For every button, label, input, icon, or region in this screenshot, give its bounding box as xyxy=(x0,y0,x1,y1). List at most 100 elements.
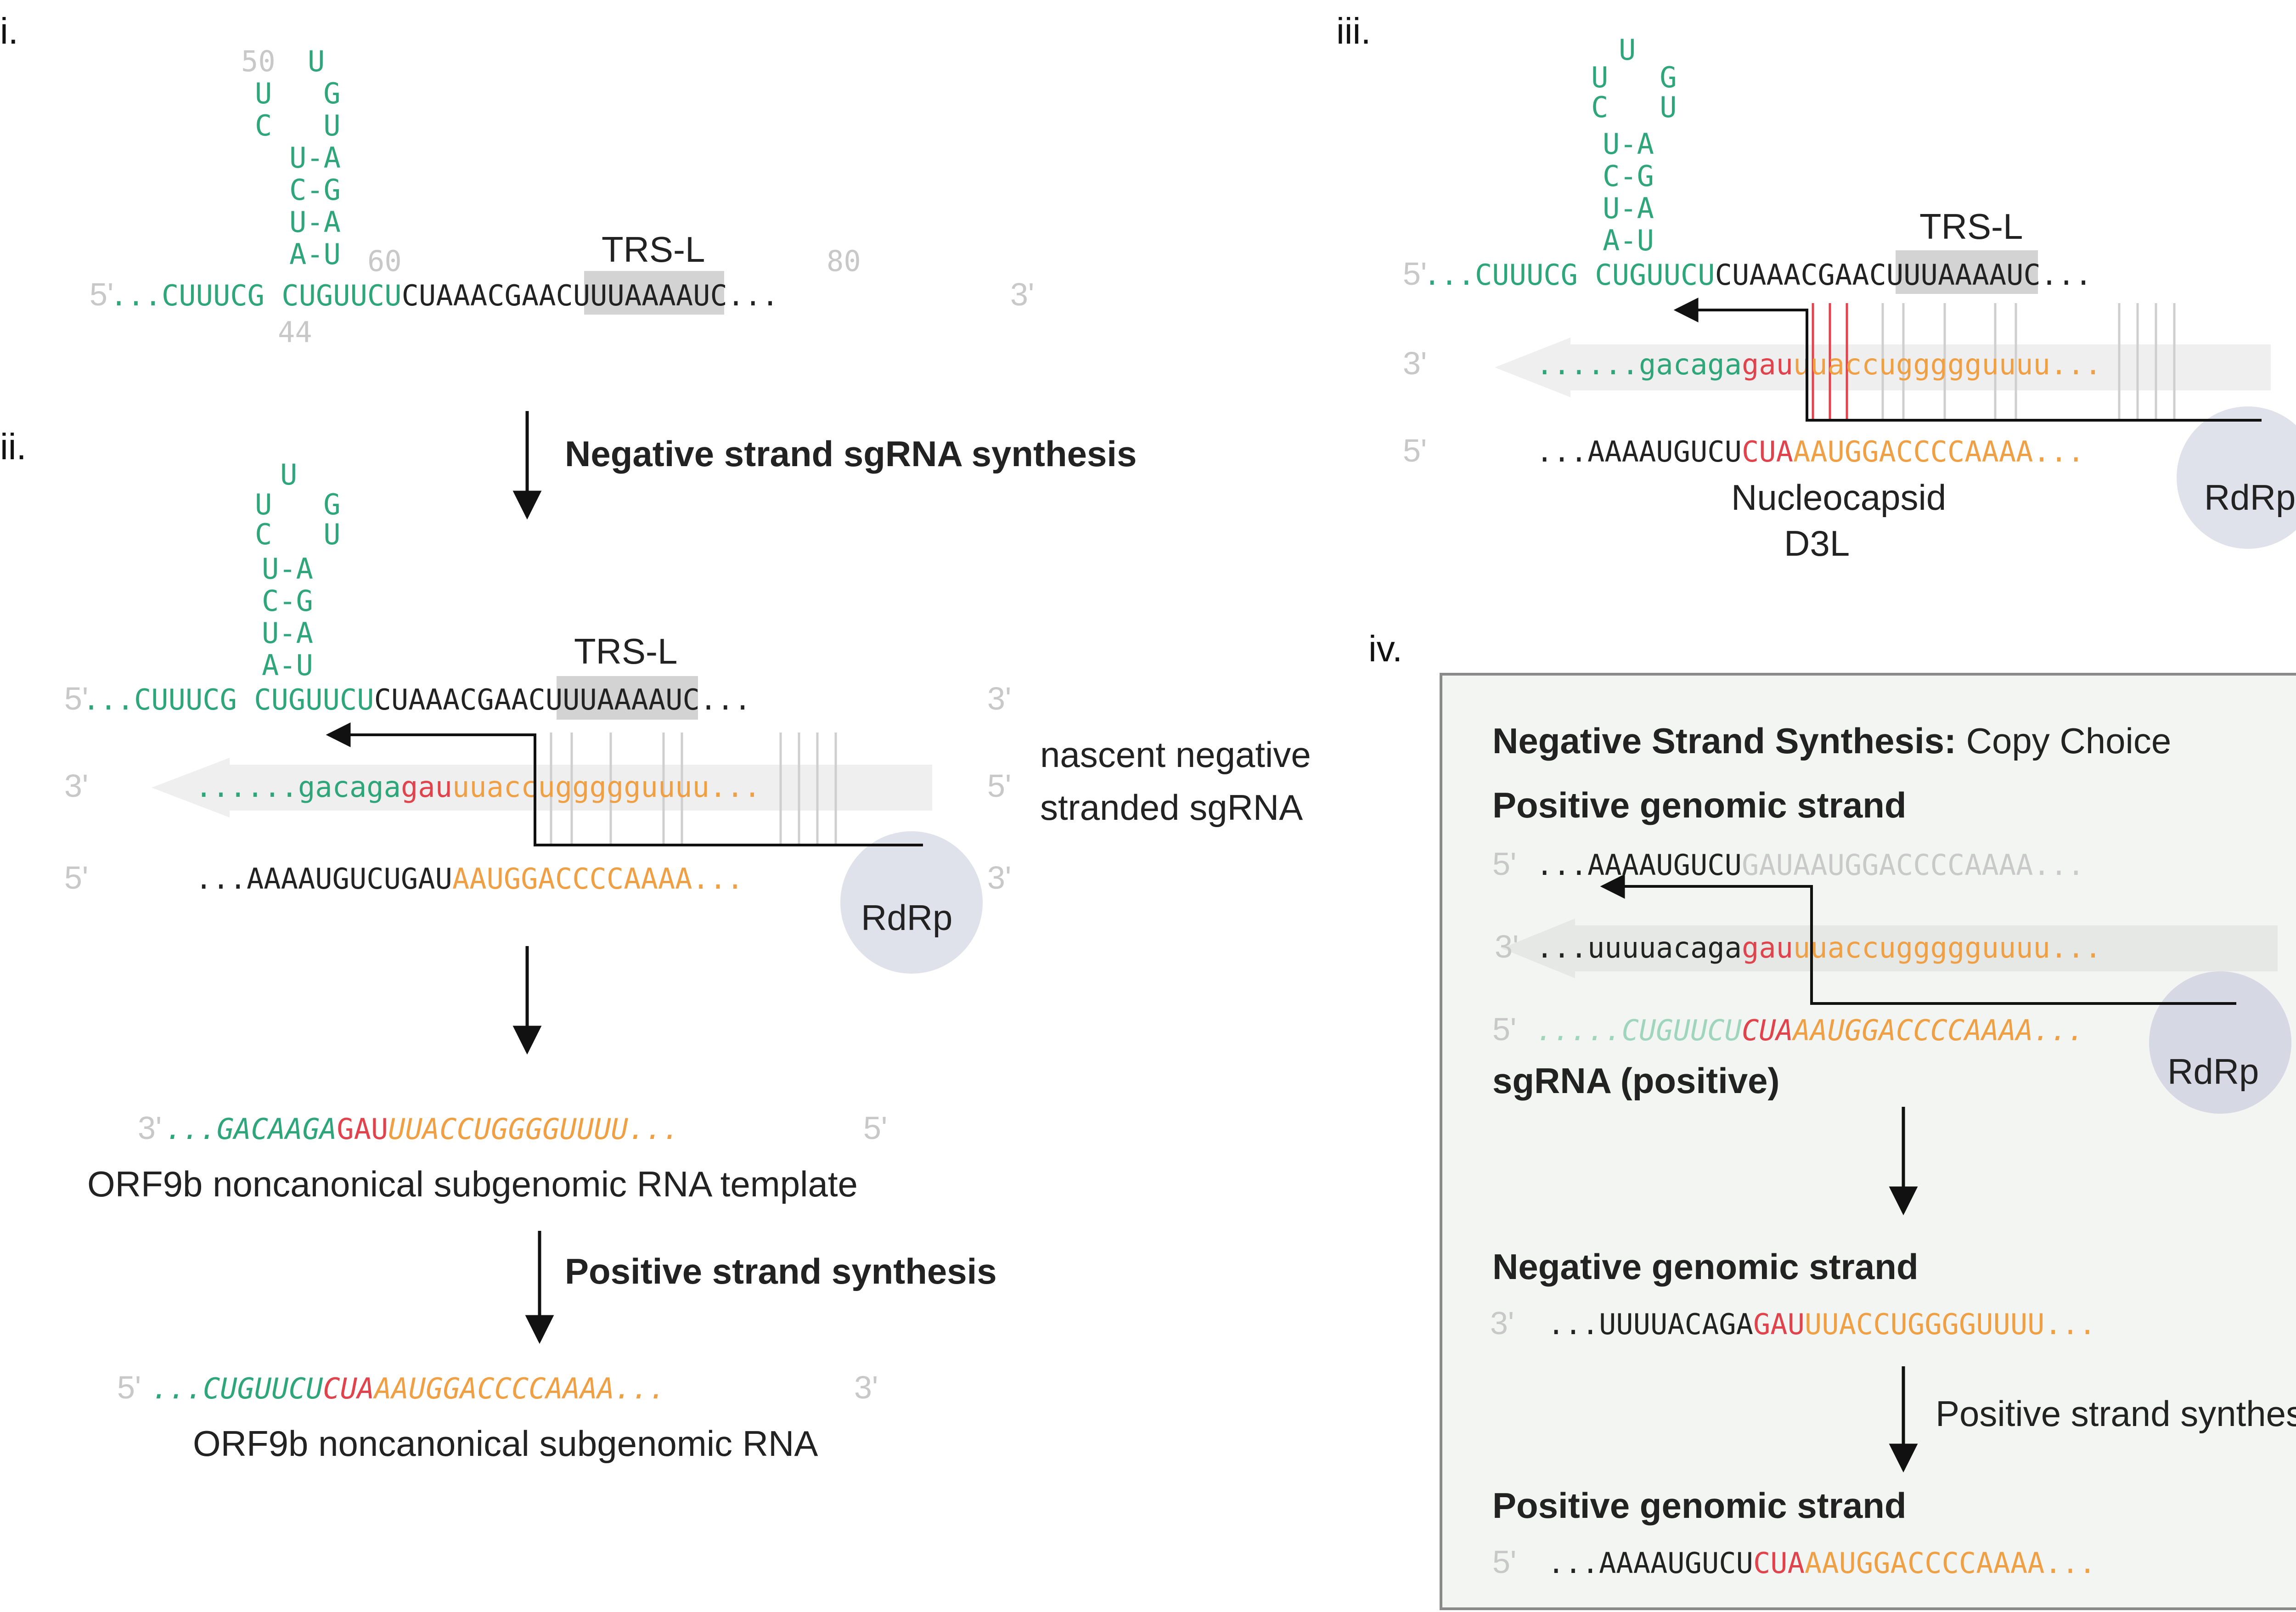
rdrp-enzyme xyxy=(2149,971,2291,1114)
five-prime-end: 5' xyxy=(1492,846,1516,882)
hairpin-row: U-A xyxy=(289,141,341,175)
three-prime-end: 3' xyxy=(1010,276,1034,312)
template-switch-path xyxy=(1600,874,2236,1005)
trs-highlight xyxy=(584,271,724,315)
panel-label-iii: iii. xyxy=(1336,11,1371,51)
five-prime-end: 5' xyxy=(64,681,88,716)
positive-strand-sequence: ...AAAAUGUCUGAUAAUGGACCCCAAAA... xyxy=(1536,848,2084,882)
trs-l-label: TRS-L xyxy=(1919,206,2023,247)
three-prime-end: 3' xyxy=(854,1370,878,1405)
template-sequence: ...AAAAUGUCUCUAAAUGGACCCCAAAA... xyxy=(1536,435,2085,468)
gene-label-d3l: D3L xyxy=(1784,523,1850,564)
hairpin-row: U-A xyxy=(1603,127,1654,161)
position-60: 60 xyxy=(367,244,402,278)
nascent-note-line2: stranded sgRNA xyxy=(1040,787,1303,828)
panel-ii: ii. U U G C U U-A C-G U-A A-U TRS-L 5' 3… xyxy=(0,426,1311,1464)
hairpin-row: C U xyxy=(255,109,341,142)
hairpin-row: U xyxy=(308,45,325,78)
stem-loop: U U G C U U-A C-G U-A A-U xyxy=(255,45,341,271)
step-label-positive-strand: Positive strand synthesis xyxy=(1936,1393,2296,1434)
three-prime-end: 3' xyxy=(987,681,1011,716)
copy-choice-box xyxy=(1440,673,2296,1610)
hairpin-row: C-G xyxy=(289,173,341,207)
trs-highlight xyxy=(557,676,698,720)
positive-genomic-label: Positive genomic strand xyxy=(1492,1485,1907,1526)
nascent-sequence: ......gacagagauuuaccuggggguuuu... xyxy=(1536,348,2102,381)
trs-highlight xyxy=(1896,250,2038,294)
hairpin-row: U-A xyxy=(262,552,313,586)
hairpin-row: U G xyxy=(1591,61,1677,94)
stem-loop: U U G C U U-A C-G U-A A-U xyxy=(255,458,341,682)
panel-iv: iv. Negative Strand Synthesis: Copy Choi… xyxy=(1368,628,2296,1610)
hairpin-row: A-U xyxy=(262,648,313,682)
five-prime-end: 5' xyxy=(90,276,113,312)
hairpin-row: C U xyxy=(1591,90,1677,124)
genomic-sequence: ...CUUUCG CUGUUCUCUAAACGAACUUUAAAAUC... xyxy=(1424,258,2092,292)
rdrp-label: RdRp xyxy=(2204,477,2296,518)
panel-i: i. 50 U U G C U U-A C-G U-A A-U 60 80 TR… xyxy=(0,11,1034,349)
five-prime-end: 5' xyxy=(1492,1544,1516,1580)
rdrp-enzyme xyxy=(840,831,983,974)
hairpin-row: C-G xyxy=(1603,159,1654,193)
sgrna-template-sequence: .....CUGUUCUCUAAAUGGACCCCAAAA... xyxy=(1536,1014,2085,1047)
gene-label-nucleocapsid: Nucleocapsid xyxy=(1731,477,1946,518)
position-80: 80 xyxy=(827,244,861,278)
five-prime-end: 5' xyxy=(987,768,1011,804)
hairpin-row: A-U xyxy=(1603,224,1654,257)
step-label-positive-strand: Positive strand synthesis xyxy=(565,1251,997,1291)
three-prime-end: 3' xyxy=(1403,345,1427,381)
five-prime-end: 5' xyxy=(863,1110,887,1146)
copy-choice-pair-lines xyxy=(1812,303,1848,420)
five-prime-end: 5' xyxy=(117,1370,141,1405)
three-prime-end: 3' xyxy=(138,1110,162,1146)
box-title: Negative Strand Synthesis: Copy Choice xyxy=(1492,721,2171,761)
step-label-negative-strand: Negative strand sgRNA synthesis xyxy=(565,434,1137,474)
sgrna-sequence: ...CUGUUCUCUAAAUGGACCCCAAAA... xyxy=(152,1372,666,1405)
hairpin-row: C U xyxy=(255,518,341,551)
hairpin-row: U xyxy=(280,458,297,491)
hairpin-row: U-A xyxy=(1603,192,1654,225)
negative-genomic-label: Negative genomic strand xyxy=(1492,1246,1919,1287)
position-44: 44 xyxy=(278,316,312,349)
rdrp-label: RdRp xyxy=(861,897,952,938)
five-prime-end: 5' xyxy=(1403,433,1427,468)
nascent-strand-arrow xyxy=(152,758,932,817)
hairpin-row: U G xyxy=(255,77,341,110)
panel-label-ii: ii. xyxy=(0,426,27,467)
negative-strand-sequence: ...UUUUACAGAGAUUUACCUGGGGUUUU... xyxy=(1548,1308,2096,1341)
base-pair-lines xyxy=(1881,303,2176,420)
panel-label-i: i. xyxy=(0,11,18,51)
sgrna-template-sequence: ...GACAAGAGAUUUACCUGGGGUUUU... xyxy=(165,1112,680,1146)
sgrna-positive-label: sgRNA (positive) xyxy=(1492,1060,1780,1101)
hairpin-row: U-A xyxy=(289,205,341,239)
template-caption: ORF9b noncanonical subgenomic RNA templa… xyxy=(87,1164,858,1204)
three-prime-end: 3' xyxy=(64,768,88,804)
rdrp-enzyme xyxy=(2177,406,2296,549)
stem-loop: U U G C U U-A C-G U-A A-U xyxy=(1591,33,1677,257)
genomic-sequence: ...CUUUCG CUGUUCUCUAAACGAACUUUAAAAUC... xyxy=(83,683,751,716)
hairpin-row: C-G xyxy=(262,584,313,618)
panel-label-iv: iv. xyxy=(1368,628,1402,669)
sgrna-caption: ORF9b noncanonical subgenomic RNA xyxy=(193,1423,818,1464)
template-switch-path xyxy=(326,722,923,846)
three-prime-end: 3' xyxy=(987,860,1011,896)
five-prime-end: 5' xyxy=(1492,1011,1516,1047)
hairpin-row: A-U xyxy=(289,237,341,271)
three-prime-end: 3' xyxy=(1495,929,1519,964)
position-50: 50 xyxy=(241,45,276,78)
positive-genomic-label: Positive genomic strand xyxy=(1492,785,1907,825)
positive-strand-sequence: ...AAAAUGUCUCUAAAUGGACCCCAAAA... xyxy=(1548,1546,2096,1580)
template-switch-path xyxy=(1673,298,2262,422)
nascent-note-line1: nascent negative xyxy=(1040,734,1311,775)
hairpin-row: U-A xyxy=(262,616,313,650)
nascent-sequence: ...uuuuacagagauuuaccuggggguuuu... xyxy=(1536,931,2102,964)
panel-iii: iii. U U G C U U-A C-G U-A A-U TRS-L 5' … xyxy=(1336,11,2296,564)
hairpin-row: U xyxy=(1619,33,1636,67)
template-sequence: ...AAAAUGUCUGAUAAUGGACCCCAAAA... xyxy=(195,862,744,896)
nascent-strand-arrow xyxy=(1502,919,2278,978)
genomic-sequence: ...CUUUCG CUGUUCUCUAAACGAACUUUAAAAUC... xyxy=(110,279,779,312)
five-prime-end: 5' xyxy=(1403,256,1427,292)
trs-l-label: TRS-L xyxy=(574,631,677,671)
five-prime-end: 5' xyxy=(64,860,88,896)
